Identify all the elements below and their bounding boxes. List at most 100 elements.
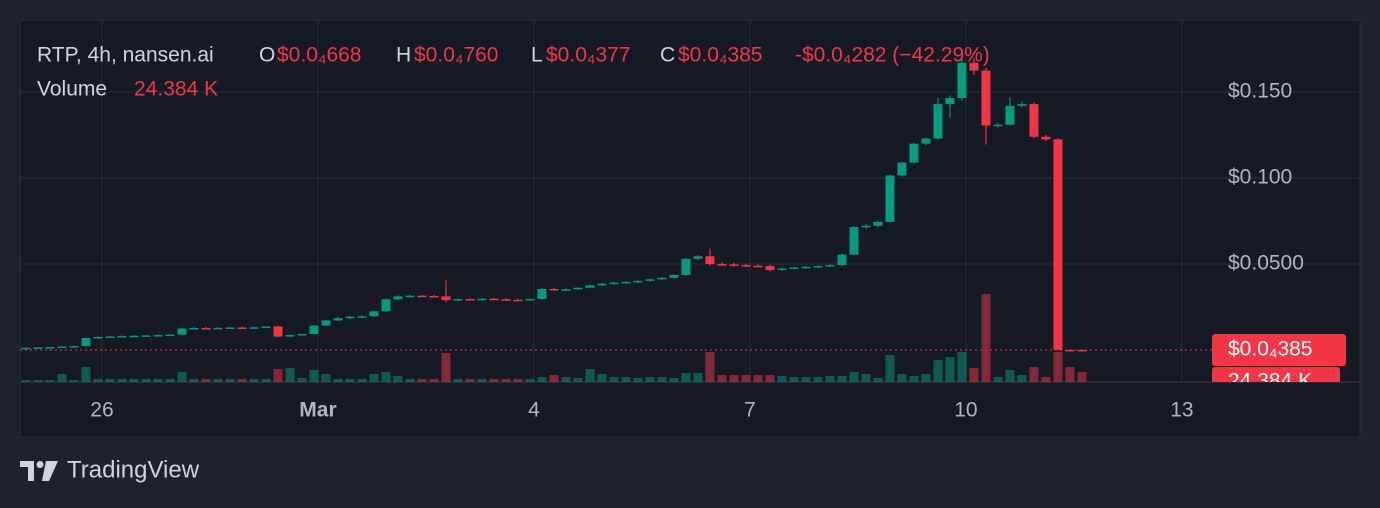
volume-bar (261, 379, 271, 382)
volume-bar (813, 377, 823, 382)
candle-body (345, 316, 355, 319)
volume-bar (645, 377, 655, 382)
high-key: H (396, 44, 411, 67)
candle-body (393, 296, 403, 300)
candle-body (621, 281, 631, 284)
candle-body (369, 311, 379, 317)
volume-bar (621, 377, 631, 382)
volume-bar (657, 377, 667, 382)
volume-bar (345, 379, 355, 382)
x-tick-label: 13 (1170, 399, 1193, 422)
candle-body (585, 285, 595, 288)
volume-bar (57, 374, 67, 382)
candle-body (921, 138, 931, 144)
candle-body (129, 335, 139, 338)
volume-bar (69, 380, 79, 382)
candle-body (957, 62, 967, 99)
candle-body (405, 295, 415, 298)
candle-body (609, 282, 619, 285)
candle-body (741, 265, 751, 267)
volume-bar (405, 379, 415, 382)
y-tick-label: $0.100 (1228, 166, 1292, 189)
candle-body (189, 328, 199, 330)
candle-body (849, 227, 859, 255)
volume-bar (369, 374, 379, 382)
volume-bar (729, 375, 739, 382)
candle-body (1041, 136, 1051, 140)
brand-logo (20, 461, 58, 481)
candle-body (993, 124, 1003, 127)
volume-bar (249, 379, 259, 382)
volume-bar (333, 379, 343, 382)
volume-bar (945, 357, 955, 382)
candle-body (1005, 105, 1015, 125)
volume-bar (1077, 372, 1087, 382)
volume-bar (237, 379, 247, 382)
y-tick-label: $0.0500 (1228, 252, 1304, 275)
candle-body (825, 265, 835, 267)
candle-body (441, 296, 451, 301)
candle-body (165, 334, 175, 337)
volume-bar (441, 353, 451, 382)
volume-bar (21, 380, 31, 382)
close-key: C (660, 44, 675, 67)
price-labels: 24.384 K (20, 349, 1340, 382)
volume-bar (177, 372, 187, 382)
volume-bar (153, 379, 163, 382)
volume-bar (33, 380, 43, 382)
candle-body (381, 299, 391, 312)
volume-bar (513, 379, 523, 382)
volume-bar (609, 377, 619, 382)
volume-bar (741, 375, 751, 382)
candle-body (681, 258, 691, 276)
volume-pane (21, 294, 1087, 382)
volume-bar (585, 369, 595, 382)
volume-bar (393, 376, 403, 382)
low-value: $0.0₄377 (546, 44, 630, 67)
volume-bar (681, 373, 691, 382)
x-tick-label: 26 (90, 399, 113, 422)
candle-body (33, 347, 43, 349)
candle-body (429, 296, 439, 298)
candle-body (417, 295, 427, 298)
candle-body (177, 328, 187, 335)
volume-bar (597, 374, 607, 382)
candle-body (465, 299, 475, 301)
volume-bar (537, 377, 547, 382)
change-value: -$0.0₄282 (−42.29%) (795, 44, 990, 67)
candle-body (789, 267, 799, 269)
candle-body (801, 266, 811, 269)
high-value: $0.0₄760 (414, 44, 498, 67)
x-tick-label: 7 (744, 399, 756, 422)
volume-bar (117, 379, 127, 382)
candle-body (225, 327, 235, 329)
candle-body (141, 335, 151, 337)
candle-body (981, 70, 991, 126)
candle-body (1077, 349, 1087, 352)
candle-body (717, 264, 727, 266)
candle-body (201, 328, 211, 330)
candle-body (117, 336, 127, 338)
volume-bar (837, 376, 847, 382)
volume-bar (549, 375, 559, 382)
volume-bar (165, 379, 175, 382)
volume-bar (573, 378, 583, 382)
candle-body (21, 347, 31, 350)
volume-bar (453, 379, 463, 382)
volume-bar (309, 370, 319, 382)
volume-bar (765, 375, 775, 382)
candle-body (237, 327, 247, 329)
low-key: L (531, 44, 543, 67)
last-volume-box (1212, 366, 1340, 382)
volume-key: Volume (37, 78, 107, 101)
volume-bar (465, 379, 475, 382)
candle-body (837, 254, 847, 266)
volume-bar (417, 379, 427, 382)
volume-bar (1065, 367, 1075, 382)
candles (21, 57, 1087, 352)
candle-body (705, 256, 715, 265)
volume-bar (981, 294, 991, 382)
volume-bar (873, 378, 883, 382)
volume-bar (225, 379, 235, 382)
